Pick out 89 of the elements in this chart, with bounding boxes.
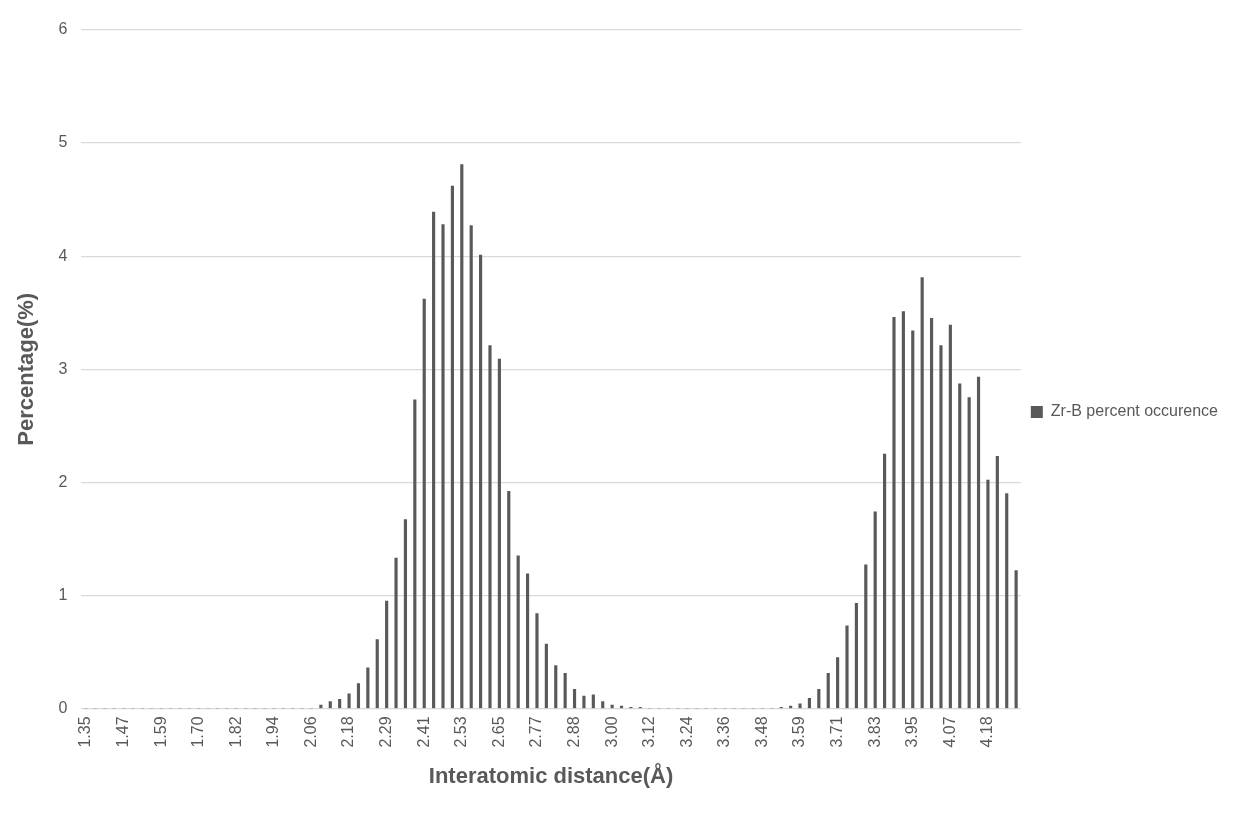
bar xyxy=(385,600,389,709)
bar xyxy=(845,625,849,709)
bar xyxy=(995,455,999,709)
y-tick-label: 6 xyxy=(58,20,68,38)
bar xyxy=(497,358,501,709)
y-axis-title: Percentage(%) xyxy=(13,292,39,446)
x-tick-label: 4.18 xyxy=(978,716,996,748)
y-tick-label: 1 xyxy=(58,585,68,603)
y-tick-label: 0 xyxy=(58,698,68,716)
bar xyxy=(986,479,990,709)
x-tick-label: 1.59 xyxy=(151,716,169,748)
bar xyxy=(967,397,971,709)
bar xyxy=(338,699,342,709)
bar xyxy=(948,324,952,709)
bar xyxy=(356,683,361,709)
x-tick-label: 3.95 xyxy=(903,716,921,748)
bar xyxy=(413,399,417,709)
bar xyxy=(450,185,454,709)
x-tick-label: 2.18 xyxy=(339,716,357,748)
bar xyxy=(479,254,483,709)
x-axis-title: Interatomic distance(Å) xyxy=(428,761,674,788)
bar xyxy=(366,667,370,709)
bar xyxy=(554,665,558,709)
bar xyxy=(525,573,530,709)
bar xyxy=(807,697,812,709)
bar xyxy=(516,555,520,709)
bar xyxy=(873,511,877,709)
legend-label: Zr-B percent occurence xyxy=(1050,402,1219,420)
bar xyxy=(432,211,436,709)
bar xyxy=(854,602,858,709)
y-tick-label: 5 xyxy=(58,133,68,151)
bar xyxy=(544,643,548,709)
x-tick-label: 4.07 xyxy=(940,716,958,748)
x-tick-label: 2.88 xyxy=(564,716,582,748)
bar xyxy=(976,376,981,709)
x-tick-label: 2.77 xyxy=(527,716,545,748)
bar xyxy=(826,673,830,709)
bar xyxy=(422,298,426,709)
y-tick-label: 2 xyxy=(58,472,68,490)
x-tick-label: 3.00 xyxy=(602,716,620,748)
bar xyxy=(441,224,445,709)
x-tick-label: 3.59 xyxy=(790,716,808,748)
bar xyxy=(1005,493,1009,709)
x-tick-label: 1.47 xyxy=(113,716,131,748)
bar xyxy=(892,316,896,709)
bar xyxy=(836,657,840,709)
bar xyxy=(535,613,539,709)
bar xyxy=(883,453,887,709)
bar xyxy=(563,673,567,709)
x-tick-label: 2.41 xyxy=(414,716,432,748)
x-tick-label: 2.65 xyxy=(489,716,507,748)
x-tick-label: 1.94 xyxy=(264,716,282,748)
x-tick-label: 3.71 xyxy=(828,716,846,748)
x-tick-label: 1.70 xyxy=(189,716,207,748)
bar xyxy=(939,345,943,709)
x-tick-label: 2.29 xyxy=(377,716,395,748)
bar xyxy=(460,164,464,709)
bar xyxy=(601,701,605,709)
x-tick-label: 1.35 xyxy=(76,716,94,748)
bar xyxy=(394,557,398,709)
bar xyxy=(403,519,408,709)
bar xyxy=(591,694,595,709)
bar xyxy=(488,345,492,709)
bar xyxy=(901,311,905,709)
x-tick-label: 3.12 xyxy=(640,716,658,748)
x-tick-label: 2.06 xyxy=(301,716,319,748)
bar xyxy=(929,318,934,709)
bar xyxy=(920,277,924,709)
bar xyxy=(328,701,332,709)
bar xyxy=(375,639,379,709)
bar xyxy=(469,225,473,709)
bar xyxy=(798,703,802,709)
bar xyxy=(958,383,962,709)
bar xyxy=(864,564,868,709)
x-tick-label: 3.48 xyxy=(752,716,770,748)
x-tick-label: 3.83 xyxy=(865,716,883,748)
bar xyxy=(582,695,586,709)
bar xyxy=(507,491,511,709)
bar xyxy=(817,688,821,709)
x-tick-label: 3.36 xyxy=(715,716,733,748)
y-tick-label: 3 xyxy=(58,359,68,377)
x-tick-label: 3.24 xyxy=(677,716,695,748)
bar xyxy=(572,688,577,709)
bar xyxy=(1014,570,1018,709)
x-tick-label: 2.53 xyxy=(452,716,470,748)
bar xyxy=(911,330,915,709)
bar xyxy=(347,693,351,709)
y-tick-label: 4 xyxy=(58,246,68,264)
x-tick-label: 1.82 xyxy=(226,716,244,748)
